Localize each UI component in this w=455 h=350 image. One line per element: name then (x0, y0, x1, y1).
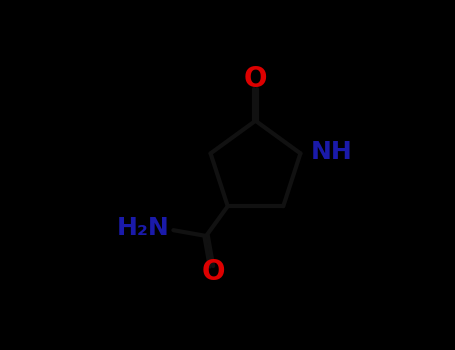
Text: O: O (244, 65, 267, 93)
Text: NH: NH (311, 140, 353, 164)
Text: O: O (201, 259, 225, 287)
Text: H₂N: H₂N (116, 216, 169, 240)
